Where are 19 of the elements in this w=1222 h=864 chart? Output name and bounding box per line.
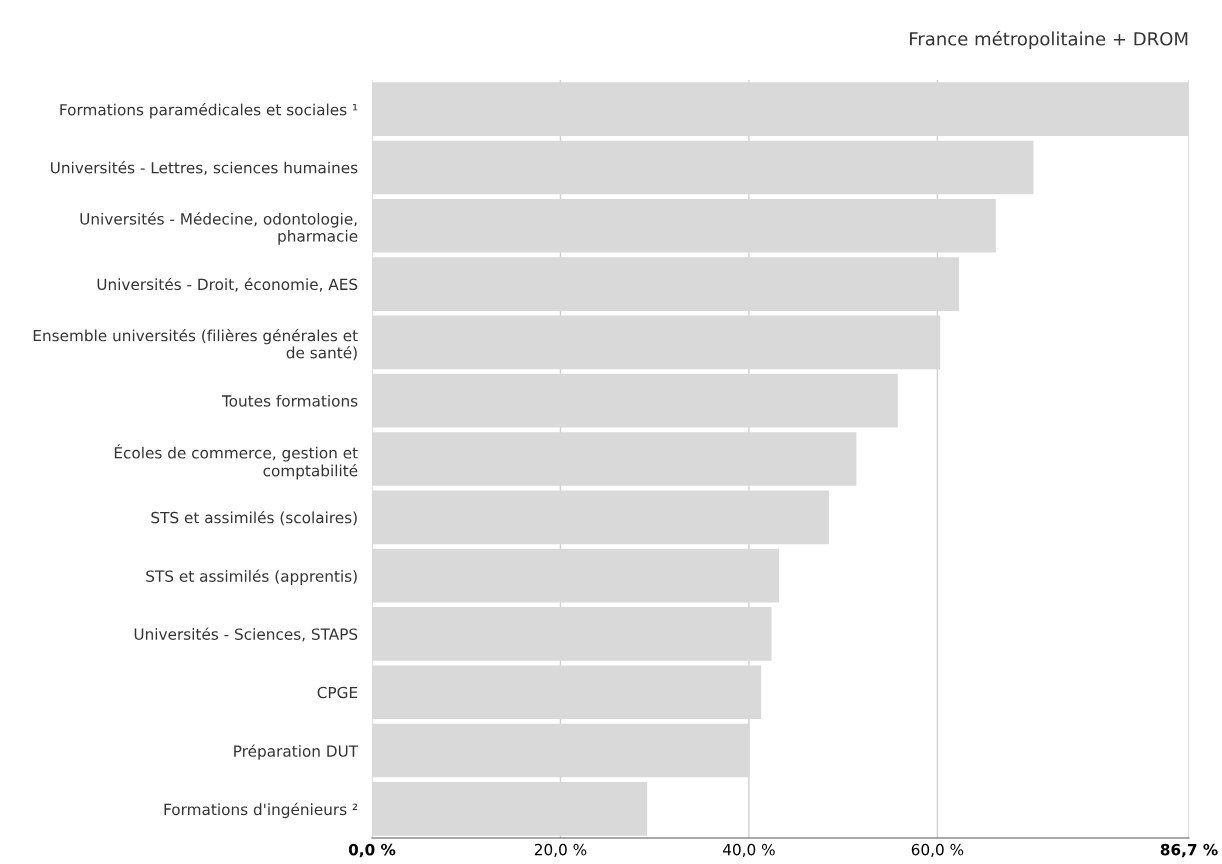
- y-tick-label: Ensemble universités (filières générales et de santé): [33, 328, 358, 361]
- y-tick-label: STS et assimilés (scolaires): [151, 510, 357, 526]
- y-tick-label: Formations paramédicales et sociales ¹: [60, 103, 358, 119]
- y-tick-label: Universités - Sciences, STAPS: [134, 627, 358, 642]
- y-tick-label: Préparation DUT: [234, 744, 359, 760]
- y-tick-label: Universités - Droit, économie, AES: [97, 277, 358, 292]
- y-tick-label: Universités - Médecine, odontologie, pharmacie: [80, 212, 358, 245]
- y-tick-label: Formations d'ingénieurs ²: [164, 802, 358, 819]
- y-tick-label: Écoles de commerce, gestion et comptabilité: [114, 444, 358, 480]
- y-tick-label: STS et assimilés (apprentis): [146, 569, 357, 585]
- y-tick-label: Universités - Lettres, sciences humaines: [51, 161, 358, 176]
- y-tick-label: Toutes formations: [221, 394, 358, 407]
- x-tick-label: 86,7 %: [1160, 843, 1218, 858]
- chart-subtitle: France métropolitaine + DROM: [910, 30, 1188, 50]
- x-tick-label: 40,0 %: [722, 843, 775, 857]
- x-tick-label: 0,0 %: [348, 843, 396, 858]
- y-tick-label: CPGE: [317, 686, 358, 699]
- x-tick-label: 60,0 %: [911, 843, 964, 857]
- x-tick-label: 20,0 %: [534, 843, 587, 857]
